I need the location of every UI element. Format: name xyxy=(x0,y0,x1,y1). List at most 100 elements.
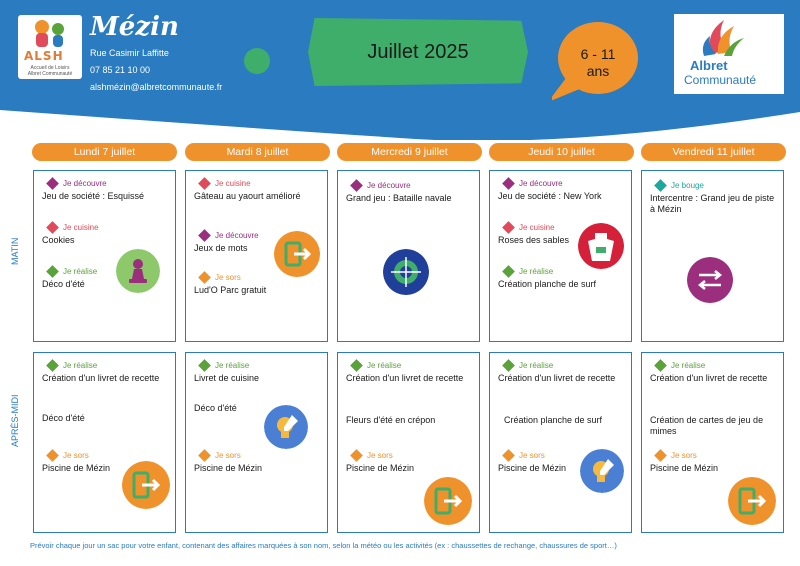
page-title: Mézin xyxy=(90,12,179,42)
category-diamond-icon xyxy=(46,221,59,234)
activity: Je bouge Intercentre : Grand jeu de pist… xyxy=(650,179,779,215)
email[interactable]: alshmézin@albretcommunaute.fr xyxy=(90,82,223,92)
month-banner: Juillet 2025 xyxy=(308,18,528,86)
category-label: Je réalise xyxy=(367,361,402,370)
category-label: Je découvre xyxy=(519,179,563,188)
activity: Je découvre Grand jeu : Bataille navale xyxy=(346,179,475,204)
category-label: Je cuisine xyxy=(519,223,555,232)
footer-note: Prévoir chaque jour un sac pour votre en… xyxy=(30,541,617,550)
exit-door-icon xyxy=(274,231,320,277)
category-diamond-icon xyxy=(654,359,667,372)
activity-name: Intercentre : Grand jeu de piste à Mézin xyxy=(650,193,775,214)
day-tab-friday: Vendredi 11 juillet xyxy=(641,143,786,161)
activity-note: Déco d'été xyxy=(42,413,85,423)
activity: Je réalise Création d'un livret de recet… xyxy=(42,359,171,384)
activity-note: Création de cartes de jeu de mimes xyxy=(650,415,764,436)
activity-name: Gâteau au yaourt amélioré xyxy=(194,191,301,201)
exit-door-icon xyxy=(728,477,776,525)
category-diamond-icon xyxy=(502,221,515,234)
category-diamond-icon xyxy=(502,265,515,278)
category-label: Je sors xyxy=(671,451,697,460)
category-label: Je sors xyxy=(63,451,89,460)
category-label: Je réalise xyxy=(519,361,554,370)
address: Rue Casimir Laffitte xyxy=(90,48,169,58)
cell-monday-afternoon: Je réalise Création d'un livret de recet… xyxy=(33,352,176,533)
children-icon xyxy=(35,20,64,47)
header: ALSH Accueil de Loisirs Albret Communaut… xyxy=(0,0,800,140)
day-tab-tuesday: Mardi 8 juillet xyxy=(185,143,330,161)
age-line1: 6 - 11 xyxy=(580,46,616,62)
category-diamond-icon xyxy=(502,177,515,190)
activity-name: Création planche de surf xyxy=(498,279,597,289)
activity-name: Roses des sables xyxy=(498,235,570,245)
category-label: Je cuisine xyxy=(63,223,99,232)
cell-tuesday-morning: Je cuisine Gâteau au yaourt amélioré Je … xyxy=(185,170,328,342)
category-diamond-icon xyxy=(350,359,363,372)
cell-thursday-afternoon: Je réalise Création d'un livret de recet… xyxy=(489,352,632,533)
category-diamond-icon xyxy=(654,449,667,462)
category-diamond-icon xyxy=(654,179,667,192)
activity: Je réalise Déco d'été xyxy=(42,265,171,290)
category-diamond-icon xyxy=(502,359,515,372)
activity-name: Jeu de société : New York xyxy=(498,191,602,201)
activity-name: Jeux de mots xyxy=(194,243,248,253)
activity-name: Livret de cuisine xyxy=(194,373,260,383)
activity: Je sors Piscine de Mézin xyxy=(194,449,323,474)
cell-thursday-morning: Je découvre Jeu de société : New York Je… xyxy=(489,170,632,342)
activity-name: Jeu de société : Esquissé xyxy=(42,191,145,201)
category-label: Je découvre xyxy=(215,231,259,240)
activity-note: Fleurs d'été en crépon xyxy=(346,415,436,425)
apron-icon xyxy=(578,223,624,269)
activity: Je sors Piscine de Mézin xyxy=(42,449,171,474)
category-diamond-icon xyxy=(198,449,211,462)
category-label: Je découvre xyxy=(63,179,107,188)
age-line2: ans xyxy=(586,63,610,79)
activity-name: Lud'O Parc gratuit xyxy=(194,285,267,295)
cell-tuesday-afternoon: Je réalise Livret de cuisine Déco d'été … xyxy=(185,352,328,533)
activity: Je réalise Création d'un livret de recet… xyxy=(346,359,475,384)
category-label: Je bouge xyxy=(671,181,704,190)
activity-name: Piscine de Mézin xyxy=(498,463,567,473)
activity-name: Création d'un livret de recette xyxy=(346,373,464,383)
category-label: Je réalise xyxy=(63,267,98,276)
day-tab-thursday: Jeudi 10 juillet xyxy=(489,143,634,161)
category-diamond-icon xyxy=(198,229,211,242)
activity: Je découvre Jeux de mots xyxy=(194,229,323,254)
category-diamond-icon xyxy=(198,271,211,284)
day-tab-wednesday: Mercredi 9 juillet xyxy=(337,143,482,161)
activity-name: Piscine de Mézin xyxy=(346,463,415,473)
age-bubble-icon xyxy=(552,22,638,101)
activity: Je cuisine Cookies xyxy=(42,221,171,246)
period-label-afternoon: APRÈS-MIDI xyxy=(10,394,20,447)
activity: Je réalise Création d'un livret de recet… xyxy=(498,359,627,384)
category-label: Je découvre xyxy=(367,181,411,190)
category-diamond-icon xyxy=(350,449,363,462)
category-label: Je réalise xyxy=(215,361,250,370)
category-label: Je sors xyxy=(215,273,241,282)
category-label: Je sors xyxy=(519,451,545,460)
activity-name: Création d'un livret de recette xyxy=(42,373,160,383)
flame-icon xyxy=(702,20,744,56)
cell-wednesday-afternoon: Je réalise Création d'un livret de recet… xyxy=(337,352,480,533)
albret-line1: Albret xyxy=(690,58,728,73)
cell-friday-morning: Je bouge Intercentre : Grand jeu de pist… xyxy=(641,170,784,342)
decorative-dot xyxy=(244,48,270,74)
lightbulb-pencil-icon xyxy=(580,449,624,493)
target-icon xyxy=(383,249,429,295)
category-label: Je sors xyxy=(215,451,241,460)
activity-name: Piscine de Mézin xyxy=(42,463,111,473)
category-diamond-icon xyxy=(46,177,59,190)
alsh-logo: ALSH Accueil de Loisirs Albret Communaut… xyxy=(18,15,82,79)
activity: Je découvre Jeu de société : New York xyxy=(498,177,627,202)
cell-monday-morning: Je découvre Jeu de société : Esquissé Je… xyxy=(33,170,176,342)
activity: Je cuisine Roses des sables xyxy=(498,221,627,246)
category-diamond-icon xyxy=(198,359,211,372)
activity-note: Création planche de surf xyxy=(504,415,603,425)
category-diamond-icon xyxy=(350,179,363,192)
category-diamond-icon xyxy=(502,449,515,462)
exit-door-icon xyxy=(424,477,472,525)
lightbulb-pencil-icon xyxy=(264,405,308,449)
activity-name: Création d'un livret de recette xyxy=(650,373,768,383)
activity-name: Piscine de Mézin xyxy=(194,463,263,473)
category-label: Je cuisine xyxy=(215,179,251,188)
